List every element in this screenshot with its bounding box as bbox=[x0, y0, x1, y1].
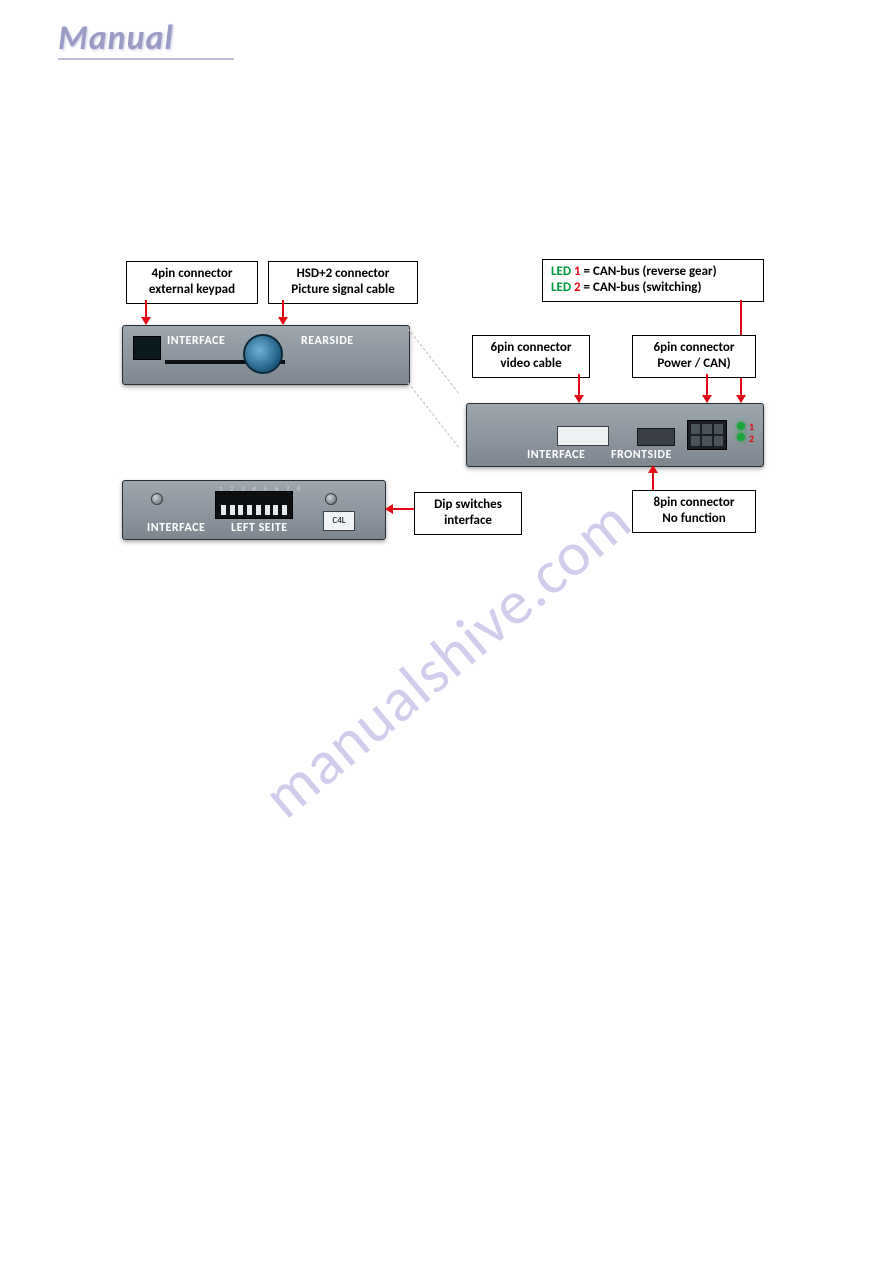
port-6pin-video bbox=[557, 426, 609, 446]
callout-dip: Dip switches interface bbox=[414, 492, 522, 535]
callout-6pin-power: 6pin connector Power / CAN) bbox=[632, 335, 756, 378]
dip-switches bbox=[215, 491, 293, 519]
arrow-dip bbox=[386, 508, 414, 510]
led-2-icon bbox=[737, 433, 745, 441]
arrow-6pin-power bbox=[706, 374, 708, 402]
callout-hsd-line2: Picture signal cable bbox=[291, 282, 395, 297]
callout-hsd-line1: HSD+2 connector bbox=[297, 266, 390, 281]
callout-8pin: 8pin connector No function bbox=[632, 490, 756, 533]
dash-bottom bbox=[408, 382, 459, 447]
callout-6pin-power-line2: Power / CAN) bbox=[657, 356, 730, 371]
callout-dip-line2: interface bbox=[444, 513, 492, 528]
screw-right bbox=[325, 493, 337, 505]
led-stack bbox=[737, 422, 745, 441]
device-left-label-left: INTERFACE bbox=[147, 521, 205, 535]
led2-label: LED bbox=[551, 280, 571, 295]
callout-4pin-line2: external keypad bbox=[149, 282, 235, 297]
dash-top bbox=[408, 328, 459, 393]
arrow-8pin bbox=[652, 466, 654, 490]
device-left: 1 2 3 4 5 6 7 8 C4L INTERFACE LEFT SEITE bbox=[122, 480, 386, 540]
device-front-label-left: INTERFACE bbox=[527, 448, 585, 462]
arrow-6pin-video bbox=[578, 374, 580, 402]
screw-left bbox=[151, 493, 163, 505]
callout-4pin: 4pin connector external keypad bbox=[126, 261, 258, 304]
callout-led: LED 1 = CAN-bus (reverse gear) LED 2 = C… bbox=[542, 259, 764, 302]
led1-rest: = CAN-bus (reverse gear) bbox=[581, 264, 717, 279]
callout-8pin-line1: 8pin connector bbox=[654, 495, 735, 510]
chip-label: C4L bbox=[323, 511, 355, 531]
led2-rest: = CAN-bus (switching) bbox=[581, 280, 702, 295]
callout-4pin-line1: 4pin connector bbox=[152, 266, 233, 281]
port-6pin-power bbox=[687, 420, 727, 450]
callout-6pin-video-line2: video cable bbox=[500, 356, 561, 371]
arrow-hsd bbox=[282, 300, 284, 324]
led1-label: LED bbox=[551, 264, 571, 279]
device-rear: INTERFACE REARSIDE bbox=[122, 325, 410, 385]
led-2-num: 2 bbox=[749, 432, 754, 445]
port-4pin bbox=[133, 336, 161, 360]
callout-hsd: HSD+2 connector Picture signal cable bbox=[268, 261, 418, 304]
led1-num: 1 bbox=[574, 264, 581, 279]
callout-8pin-line2: No function bbox=[662, 511, 726, 526]
device-left-label-right: LEFT SEITE bbox=[231, 521, 288, 535]
led-1-icon bbox=[737, 422, 745, 430]
device-rear-label-right: REARSIDE bbox=[301, 334, 354, 380]
device-rear-label-left: INTERFACE bbox=[167, 334, 225, 380]
diagram: manualshive.com INTERFACE REARSIDE 1 2 I… bbox=[0, 0, 893, 1263]
device-front: 1 2 INTERFACE FRONTSIDE bbox=[466, 403, 764, 467]
led2-num: 2 bbox=[574, 280, 581, 295]
port-8pin bbox=[637, 428, 675, 446]
port-hsd bbox=[243, 334, 283, 374]
arrow-4pin bbox=[145, 300, 147, 324]
callout-6pin-power-line1: 6pin connector bbox=[654, 340, 735, 355]
callout-dip-line1: Dip switches bbox=[434, 497, 502, 512]
dip-nums: 1 2 3 4 5 6 7 8 bbox=[219, 484, 303, 493]
callout-6pin-video-line1: 6pin connector bbox=[491, 340, 572, 355]
device-front-label-right: FRONTSIDE bbox=[611, 448, 672, 462]
callout-6pin-video: 6pin connector video cable bbox=[472, 335, 590, 378]
